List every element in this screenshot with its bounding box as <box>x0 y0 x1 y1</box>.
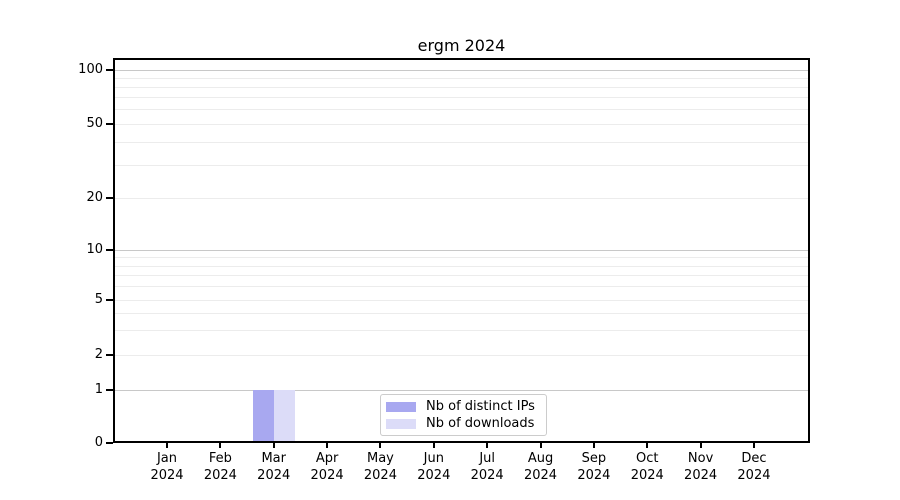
y-tick-label: 20 <box>86 190 103 205</box>
legend-row: Nb of distinct IPs <box>386 398 540 415</box>
y-tick <box>106 69 113 71</box>
y-tick <box>106 123 113 125</box>
legend-swatch-distinct-ips <box>386 401 416 412</box>
x-tick-label: Nov 2024 <box>684 451 718 483</box>
x-tick <box>646 443 649 448</box>
gridline-major <box>115 69 808 71</box>
gridline-minor <box>115 141 808 143</box>
x-tick-label: Oct 2024 <box>630 451 664 483</box>
x-tick-label: Feb 2024 <box>203 451 237 483</box>
y-tick <box>106 442 113 444</box>
y-tick <box>106 197 113 199</box>
y-tick-label: 0 <box>94 435 103 450</box>
gridline-minor <box>115 312 808 314</box>
gridline-minor <box>115 286 808 288</box>
bar-distinct-ips <box>252 390 274 441</box>
legend-swatch-downloads <box>386 418 416 429</box>
plot-border <box>113 58 810 443</box>
x-tick-label: Aug 2024 <box>523 451 558 483</box>
x-tick-label: Sep 2024 <box>577 451 611 483</box>
x-tick-label: Dec 2024 <box>737 451 771 483</box>
y-tick-label: 2 <box>94 347 103 362</box>
gridline-major <box>115 354 808 356</box>
y-tick-label: 1 <box>94 382 103 397</box>
x-tick <box>699 443 702 448</box>
gridline-minor <box>115 109 808 111</box>
y-tick <box>106 299 113 301</box>
gridline-minor <box>115 77 808 79</box>
x-tick <box>166 443 168 448</box>
x-tick <box>379 443 382 448</box>
gridline-minor <box>115 257 808 259</box>
y-tick-label: 100 <box>78 62 103 77</box>
x-tick-label: May 2024 <box>363 451 397 483</box>
x-tick <box>326 443 329 448</box>
x-tick-label: Mar 2024 <box>257 451 291 483</box>
x-tick-label: Jul 2024 <box>470 451 504 483</box>
y-tick-label: 5 <box>94 292 103 307</box>
x-tick-label: Apr 2024 <box>310 451 344 483</box>
gridline-minor <box>115 330 808 332</box>
gridline-major <box>115 299 808 301</box>
gridline-minor <box>115 265 808 267</box>
bar-downloads <box>273 390 295 441</box>
gridline-minor <box>115 164 808 166</box>
legend-row: Nb of downloads <box>386 415 540 432</box>
x-tick <box>592 443 595 448</box>
x-tick-label: Jun 2024 <box>417 451 451 483</box>
x-tick-label: Jan 2024 <box>150 451 184 483</box>
gridline-minor <box>115 86 808 88</box>
legend-label: Nb of downloads <box>426 416 535 431</box>
gridline-major <box>115 389 808 391</box>
gridline-minor <box>115 275 808 277</box>
x-tick <box>486 443 489 448</box>
gridline-major <box>115 123 808 125</box>
x-tick <box>539 443 542 448</box>
gridline-major <box>115 249 808 251</box>
y-tick-label: 50 <box>86 116 103 131</box>
y-tick <box>106 389 113 391</box>
y-tick <box>106 249 113 251</box>
gridline-minor <box>115 97 808 99</box>
y-tick <box>106 354 113 356</box>
x-tick <box>432 443 435 448</box>
y-tick-label: 10 <box>86 242 103 257</box>
legend: Nb of distinct IPs Nb of downloads <box>380 394 547 436</box>
x-tick <box>219 443 222 448</box>
legend-label: Nb of distinct IPs <box>426 399 535 414</box>
x-tick <box>272 443 275 448</box>
x-tick <box>752 443 755 448</box>
gridline-major <box>115 197 808 199</box>
chart-title: ergm 2024 <box>417 36 506 55</box>
